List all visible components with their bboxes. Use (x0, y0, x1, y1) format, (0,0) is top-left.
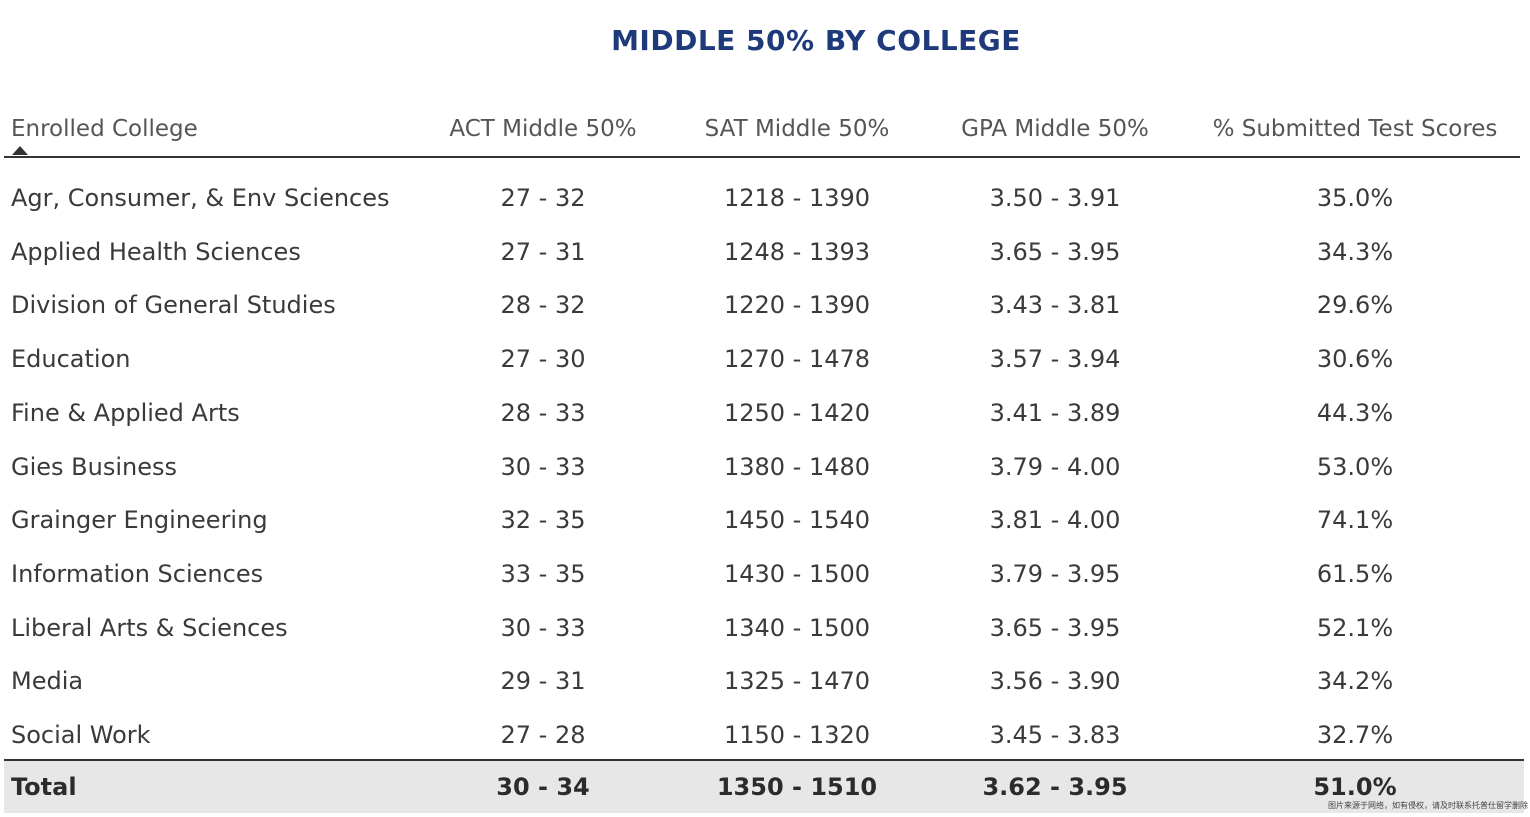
column-header-submitted[interactable]: % Submitted Test Scores (1212, 116, 1498, 142)
cell-act: 30 - 33 (500, 452, 586, 481)
cell-act: 33 - 35 (500, 559, 586, 588)
cell-college: Grainger Engineering (11, 506, 268, 535)
total-row: Total 30 - 34 1350 - 1510 3.62 - 3.95 51… (0, 761, 1530, 815)
column-header-gpa[interactable]: GPA Middle 50% (961, 116, 1149, 142)
header-divider (4, 156, 1520, 158)
cell-submitted: 30.6% (1316, 345, 1394, 374)
cell-act: 30 - 33 (500, 613, 586, 642)
total-act: 30 - 34 (496, 773, 590, 801)
table-row: Fine & Applied Arts 28 - 33 1250 - 1420 3.4… (0, 386, 1530, 440)
total-sat: 1350 - 1510 (716, 773, 878, 801)
cell-gpa: 3.79 - 3.95 (989, 559, 1121, 588)
table-row: Social Work 27 - 28 1150 - 1320 3.45 - 3.83… (0, 708, 1530, 762)
cell-gpa: 3.45 - 3.83 (989, 721, 1121, 749)
table-row: Liberal Arts & Sciences 30 - 33 1340 - 150… (0, 601, 1530, 655)
cell-sat: 1430 - 1500 (723, 559, 871, 588)
cell-sat: 1340 - 1500 (723, 613, 871, 642)
total-label: Total (11, 773, 77, 801)
cell-college: Agr, Consumer, & Env Sciences (11, 184, 390, 212)
column-header-enrolled-college[interactable]: Enrolled College (11, 116, 198, 142)
cell-college: Information Sciences (11, 559, 264, 588)
cell-act: 28 - 32 (500, 291, 586, 320)
cell-sat: 1270 - 1478 (723, 345, 871, 374)
table-title: MIDDLE 50% BY COLLEGE (611, 24, 1021, 57)
cell-gpa: 3.65 - 3.95 (989, 237, 1121, 266)
cell-submitted: 61.5% (1316, 559, 1394, 588)
cell-submitted: 29.6% (1316, 291, 1394, 320)
table-row: Applied Health Sciences 27 - 31 1248 - 139… (0, 225, 1530, 279)
cell-submitted: 52.1% (1316, 613, 1394, 642)
table-row: Gies Business 30 - 33 1380 - 1480 3.79 - 4.… (0, 440, 1530, 494)
cell-submitted: 34.3% (1316, 237, 1394, 266)
cell-act: 27 - 31 (500, 237, 586, 266)
cell-act: 27 - 32 (500, 184, 586, 212)
column-header-act[interactable]: ACT Middle 50% (449, 116, 637, 142)
cell-college: Applied Health Sciences (11, 237, 301, 266)
cell-submitted: 32.7% (1316, 721, 1394, 749)
cell-sat: 1325 - 1470 (723, 667, 871, 696)
cell-college: Liberal Arts & Sciences (11, 613, 288, 642)
cell-act: 28 - 33 (500, 398, 586, 427)
cell-submitted: 35.0% (1316, 184, 1394, 212)
cell-gpa: 3.65 - 3.95 (989, 613, 1121, 642)
cell-college: Social Work (11, 721, 151, 749)
cell-submitted: 74.1% (1316, 506, 1394, 535)
cell-sat: 1250 - 1420 (723, 398, 871, 427)
table-row: Media 29 - 31 1325 - 1470 3.56 - 3.90 34.2% (0, 654, 1530, 708)
cell-sat: 1220 - 1390 (723, 291, 871, 320)
cell-act: 29 - 31 (500, 667, 586, 696)
table-row: Information Sciences 33 - 35 1430 - 1500 3.… (0, 547, 1530, 601)
cell-gpa: 3.79 - 4.00 (989, 452, 1121, 481)
cell-sat: 1380 - 1480 (723, 452, 871, 481)
cell-sat: 1248 - 1393 (723, 237, 871, 266)
total-submitted: 51.0% (1313, 773, 1397, 801)
sort-ascending-icon[interactable] (12, 146, 28, 155)
cell-gpa: 3.41 - 3.89 (989, 398, 1121, 427)
cell-act: 32 - 35 (500, 506, 586, 535)
cell-submitted: 44.3% (1316, 398, 1394, 427)
cell-college: Fine & Applied Arts (11, 398, 240, 427)
cell-sat: 1218 - 1390 (723, 184, 871, 212)
total-row-background (4, 761, 1524, 813)
total-divider (4, 759, 1524, 761)
cell-gpa: 3.43 - 3.81 (989, 291, 1121, 320)
cell-college: Gies Business (11, 452, 177, 481)
table-row: Division of General Studies 28 - 32 1220 -… (0, 278, 1530, 332)
cell-submitted: 34.2% (1316, 667, 1394, 696)
cell-gpa: 3.81 - 4.00 (989, 506, 1121, 535)
cell-act: 27 - 30 (500, 345, 586, 374)
cell-sat: 1450 - 1540 (723, 506, 871, 535)
watermark-text: 图片来源于网络，如有侵权，请及时联系托普仕留学删除 (1328, 801, 1528, 810)
cell-gpa: 3.56 - 3.90 (989, 667, 1121, 696)
table-row: Education 27 - 30 1270 - 1478 3.57 - 3.94 30… (0, 332, 1530, 386)
cell-college: Education (11, 345, 131, 374)
cell-college: Division of General Studies (11, 291, 336, 320)
cell-act: 27 - 28 (500, 721, 586, 749)
cell-gpa: 3.57 - 3.94 (989, 345, 1121, 374)
cell-gpa: 3.50 - 3.91 (989, 184, 1121, 212)
cell-sat: 1150 - 1320 (723, 721, 871, 749)
column-header-sat[interactable]: SAT Middle 50% (704, 116, 890, 142)
total-gpa: 3.62 - 3.95 (982, 773, 1128, 801)
table-row: Grainger Engineering 32 - 35 1450 - 1540 3.… (0, 493, 1530, 547)
table-row: Agr, Consumer, & Env Sciences 27 - 32 1218… (0, 171, 1530, 225)
cell-submitted: 53.0% (1316, 452, 1394, 481)
cell-college: Media (11, 667, 84, 696)
